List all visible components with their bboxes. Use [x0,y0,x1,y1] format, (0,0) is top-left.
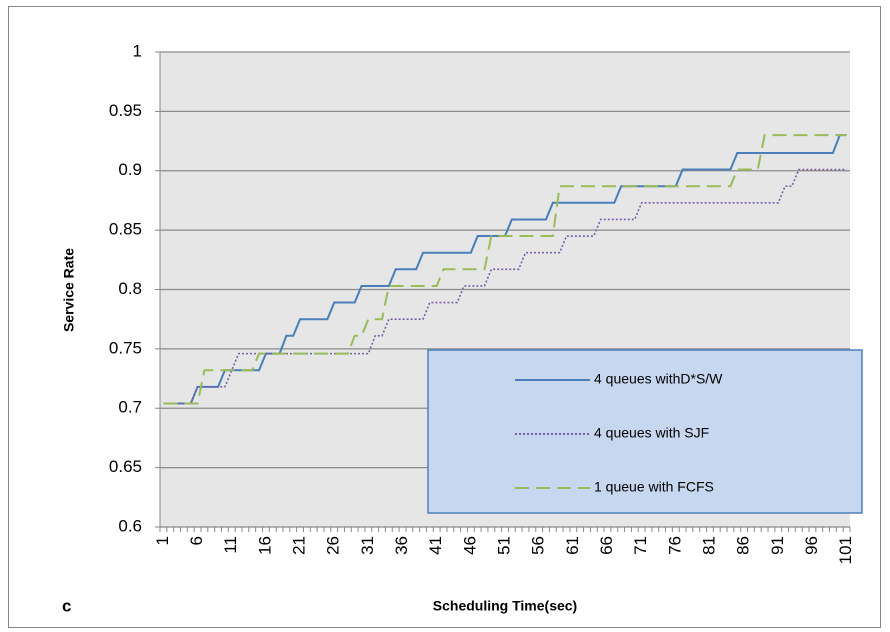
y-axis-title: Service Rate [61,248,77,332]
x-tick-label: 71 [631,536,650,555]
x-tick-label: 81 [699,536,718,555]
x-tick-label: 21 [290,536,309,555]
x-tick-label: 101 [836,536,855,564]
y-tick-label: 0.9 [118,160,142,179]
y-tick-label: 0.95 [109,101,142,120]
legend-label: 4 queues with SJF [594,425,709,441]
x-tick-label: 36 [392,536,411,555]
x-tick-label: 56 [529,536,548,555]
x-tick-label: 11 [221,536,240,554]
x-tick-label: 66 [597,536,616,555]
x-tick-label: 6 [187,536,206,545]
annotation: c [62,596,71,615]
x-tick-label: 41 [426,536,445,555]
legend-label: 4 queues withD*S/W [594,371,723,387]
legend-label: 1 queue with FCFS [594,479,714,495]
y-tick-label: 1 [133,41,142,60]
y-tick-label: 0.65 [109,457,142,476]
x-tick-label: 1 [153,536,172,545]
series-line [163,134,847,405]
x-axis-title: Scheduling Time(sec) [433,598,577,614]
x-tick-label: 61 [563,536,582,555]
x-tick-label: 96 [802,536,821,555]
x-tick-label: 76 [665,536,684,555]
y-tick-label: 0.6 [118,516,142,535]
x-tick-label: 86 [734,536,753,555]
series-line [163,168,847,405]
x-tick-label: 16 [255,536,274,555]
x-tick-label: 51 [494,536,513,555]
legend-box [427,349,863,514]
x-tick-label: 31 [358,536,377,555]
y-tick-label: 0.8 [118,279,142,298]
x-tick-label: 26 [324,536,343,555]
x-tick-label: 46 [460,536,479,555]
y-tick-label: 0.85 [109,220,142,239]
x-tick-label: 91 [768,536,787,555]
y-tick-label: 0.7 [118,398,142,417]
y-tick-label: 0.75 [109,338,142,357]
